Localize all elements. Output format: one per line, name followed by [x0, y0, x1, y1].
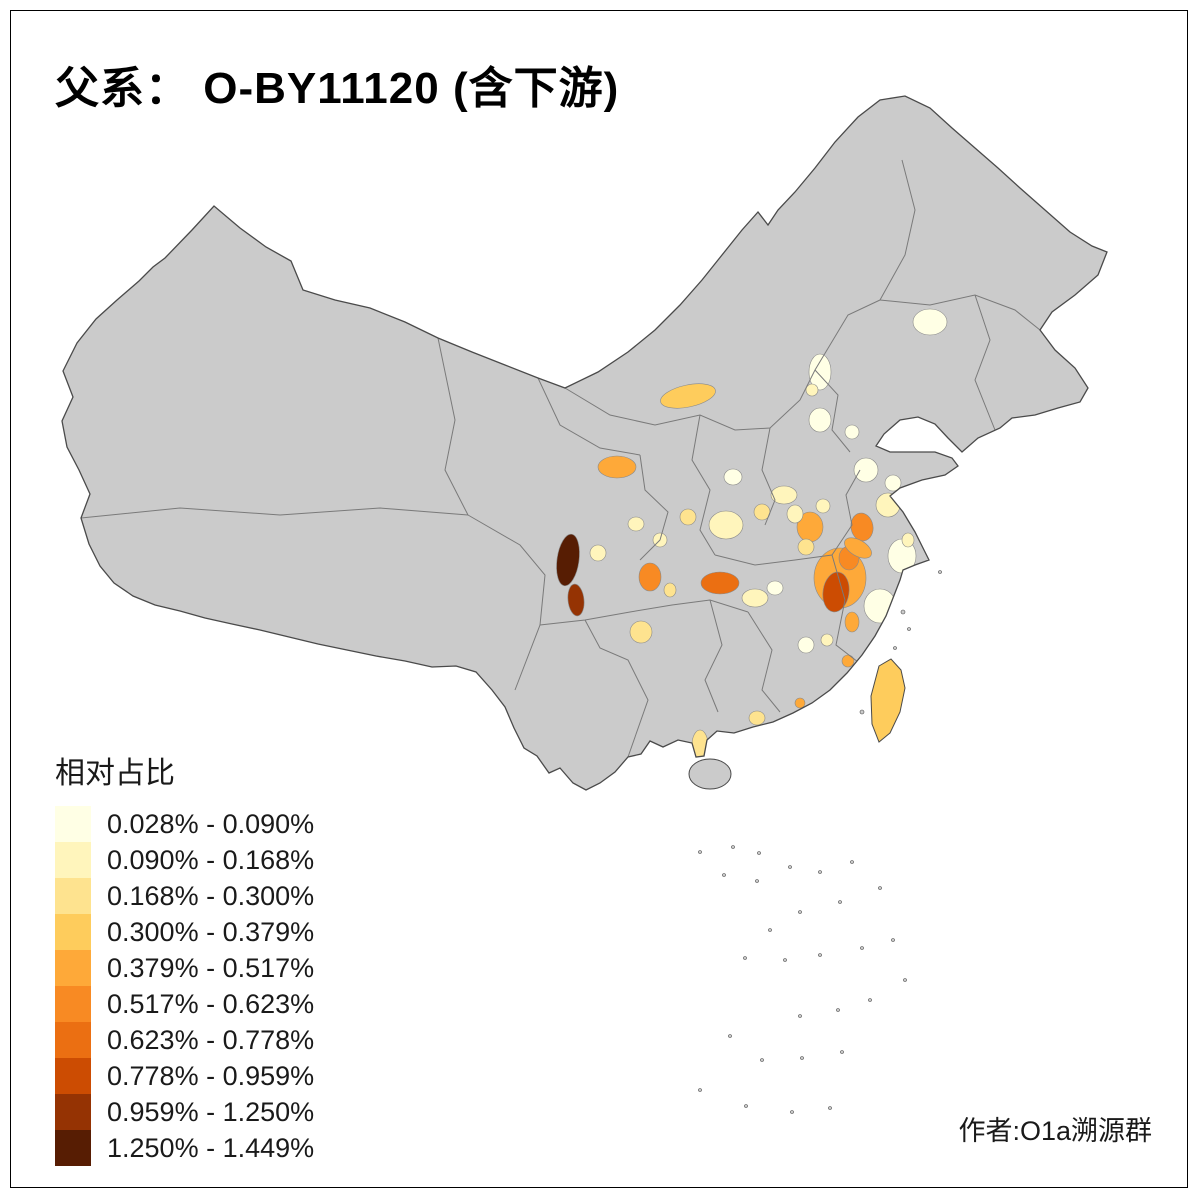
map-region-patch: [844, 537, 872, 559]
map-region-patch: [794, 697, 806, 709]
legend-swatch: [55, 878, 91, 914]
legend-row: 0.379% - 0.517%: [55, 950, 314, 986]
legend-label: 0.300% - 0.379%: [107, 916, 315, 947]
small-islands: [698, 570, 942, 1114]
legend-label: 0.090% - 0.168%: [107, 844, 315, 875]
map-region-patch: [797, 636, 815, 654]
legend-swatch: [55, 914, 91, 950]
attribution: 作者:O1a溯源群: [958, 1116, 1152, 1146]
page-title: 父系： O-BY11120 (含下游): [55, 64, 620, 113]
legend-label: 1.250% - 1.449%: [107, 1132, 315, 1163]
map-region-patch: [627, 516, 645, 532]
map-region-patch: [822, 571, 850, 613]
legend-swatch: [55, 806, 91, 842]
legend-row: 1.250% - 1.449%: [55, 1130, 314, 1166]
map-region-patch: [556, 533, 580, 587]
legend-row: 0.300% - 0.379%: [55, 914, 314, 950]
legend-row: 0.090% - 0.168%: [55, 842, 314, 878]
map-region-patch: [884, 474, 902, 492]
mainland: [62, 96, 1107, 790]
map-region-patch: [850, 512, 874, 542]
map-region-patch: [815, 498, 831, 514]
legend-swatch: [55, 842, 91, 878]
map-region-patch: [770, 485, 798, 505]
map-region-patch: [663, 582, 677, 598]
map-region-patch: [863, 588, 897, 624]
map-region-patch: [844, 611, 860, 633]
map-region-patch: [567, 583, 585, 617]
map-region-patch: [638, 562, 662, 592]
legend-row: 0.517% - 0.623%: [55, 986, 314, 1022]
map-region-patch: [741, 588, 769, 608]
map-region-patch: [805, 383, 819, 397]
legend-label: 0.028% - 0.090%: [107, 808, 315, 839]
hainan-island: [688, 758, 732, 790]
map-region-patch: [700, 571, 740, 595]
map-region-patch: [597, 455, 637, 479]
mainland-coast: [61, 95, 1108, 791]
legend: 相对占比 0.028% - 0.090% 0.090% - 0.168% 0.168…: [55, 748, 314, 1166]
region-patches: [556, 308, 948, 761]
legend-label: 0.168% - 0.300%: [107, 880, 315, 911]
province-borders: [80, 159, 1041, 758]
legend-label: 0.623% - 0.778%: [107, 1024, 315, 1055]
legend-label: 0.959% - 1.250%: [107, 1096, 315, 1127]
map-region-patch: [748, 710, 766, 726]
map-region-patch: [841, 654, 855, 668]
legend-label: 0.778% - 0.959%: [107, 1060, 315, 1091]
map-region-patch: [901, 532, 915, 548]
legend-rows: 0.028% - 0.090% 0.090% - 0.168% 0.168% - 0…: [55, 806, 314, 1166]
map-region-patch: [766, 580, 784, 596]
map-region-patch: [808, 407, 832, 433]
map-region-patch: [786, 504, 804, 524]
legend-swatch: [55, 1130, 91, 1166]
map-region-patch: [589, 544, 607, 562]
map-region-patch: [660, 383, 716, 409]
legend-row: 0.778% - 0.959%: [55, 1058, 314, 1094]
legend-swatch: [55, 1022, 91, 1058]
legend-row: 0.168% - 0.300%: [55, 878, 314, 914]
taiwan-island: [870, 658, 906, 743]
map-region-patch: [797, 538, 815, 556]
legend-row: 0.959% - 1.250%: [55, 1094, 314, 1130]
legend-swatch: [55, 950, 91, 986]
map-region-patch: [912, 308, 948, 336]
map-region-patch: [844, 424, 860, 440]
map-region-patch: [820, 633, 834, 647]
map-region-patch: [875, 492, 901, 518]
legend-label: 0.517% - 0.623%: [107, 988, 315, 1019]
legend-label: 0.379% - 0.517%: [107, 952, 315, 983]
legend-row: 0.623% - 0.778%: [55, 1022, 314, 1058]
map-region-patch: [723, 468, 743, 486]
legend-swatch: [55, 1094, 91, 1130]
legend-title: 相对占比: [55, 757, 175, 790]
map-region-patch: [629, 620, 653, 644]
legend-row: 0.028% - 0.090%: [55, 806, 314, 842]
map-region-patch: [853, 457, 879, 483]
legend-swatch: [55, 986, 91, 1022]
map-region-patch: [708, 510, 744, 540]
map-region-patch: [679, 508, 697, 526]
legend-swatch: [55, 1058, 91, 1094]
